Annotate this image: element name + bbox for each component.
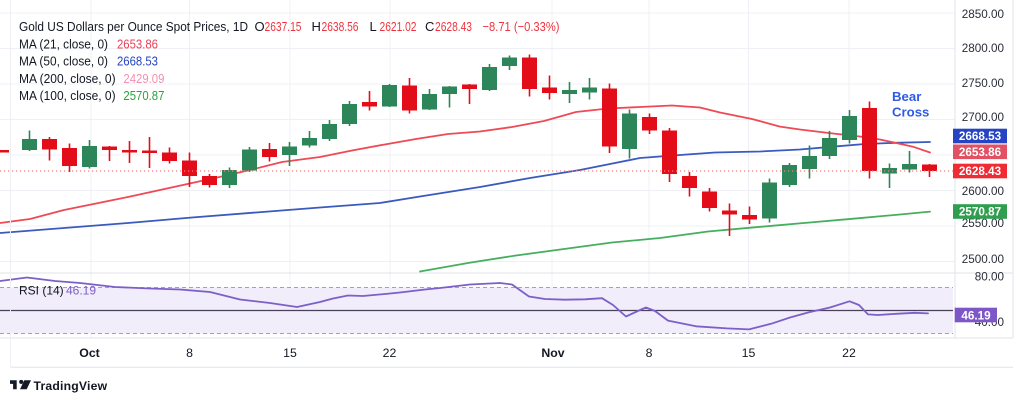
svg-text:2500.00: 2500.00 [962, 253, 1005, 266]
svg-text:H: H [312, 19, 321, 34]
svg-text:RSI (14)46.19: RSI (14) 46.19 [19, 284, 96, 298]
svg-text:MA (100, close, 0): MA (100, close, 0) [19, 88, 116, 103]
svg-text:2600.00: 2600.00 [962, 185, 1005, 198]
svg-text:2628.43: 2628.43 [435, 19, 472, 34]
svg-text:2637.15: 2637.15 [265, 19, 302, 34]
svg-text:TradingView: TradingView [34, 379, 108, 393]
svg-text:80.00: 80.00 [975, 271, 1005, 284]
svg-text:2628.43: 2628.43 [959, 165, 1002, 178]
svg-text:22: 22 [383, 346, 397, 360]
svg-text:8: 8 [646, 346, 653, 360]
svg-text:Bear: Bear [892, 89, 921, 104]
svg-text:46.19: 46.19 [961, 309, 991, 322]
svg-text:8: 8 [186, 346, 193, 360]
svg-text:L: L [370, 19, 377, 34]
svg-text:MA (50, close, 0): MA (50, close, 0) [19, 54, 108, 69]
svg-text:MA (21, close, 0): MA (21, close, 0) [19, 36, 108, 51]
svg-text:Nov: Nov [541, 346, 564, 360]
svg-text:2850.00: 2850.00 [962, 8, 1005, 21]
svg-text:15: 15 [283, 346, 297, 360]
svg-text:22: 22 [842, 346, 856, 360]
svg-text:Oct: Oct [79, 346, 100, 360]
svg-text:2653.86: 2653.86 [959, 146, 1002, 159]
svg-text:2700.00: 2700.00 [962, 111, 1005, 124]
svg-text:2668.53: 2668.53 [959, 130, 1002, 143]
svg-text:2429.09: 2429.09 [123, 71, 164, 86]
svg-text:2570.87: 2570.87 [959, 206, 1001, 219]
svg-text:2750.00: 2750.00 [962, 77, 1005, 90]
svg-text:MA (200, close, 0): MA (200, close, 0) [19, 71, 116, 86]
svg-text:2653.86: 2653.86 [117, 36, 158, 51]
svg-text:2550.00: 2550.00 [962, 217, 1005, 230]
svg-text:O: O [255, 19, 265, 34]
svg-text:2800.00: 2800.00 [962, 42, 1005, 55]
svg-text:2570.87: 2570.87 [123, 88, 164, 103]
svg-text:C: C [425, 19, 434, 34]
svg-text:2638.56: 2638.56 [322, 19, 359, 34]
svg-text:Gold US Dollars per Ounce Spot: Gold US Dollars per Ounce Spot Prices, 1… [19, 19, 248, 34]
svg-text:2668.53: 2668.53 [117, 54, 158, 69]
svg-text:−8.71 (−0.33%): −8.71 (−0.33%) [483, 19, 560, 34]
svg-text:15: 15 [742, 346, 756, 360]
svg-text:Cross: Cross [892, 105, 929, 120]
svg-text:2621.02: 2621.02 [380, 19, 417, 34]
